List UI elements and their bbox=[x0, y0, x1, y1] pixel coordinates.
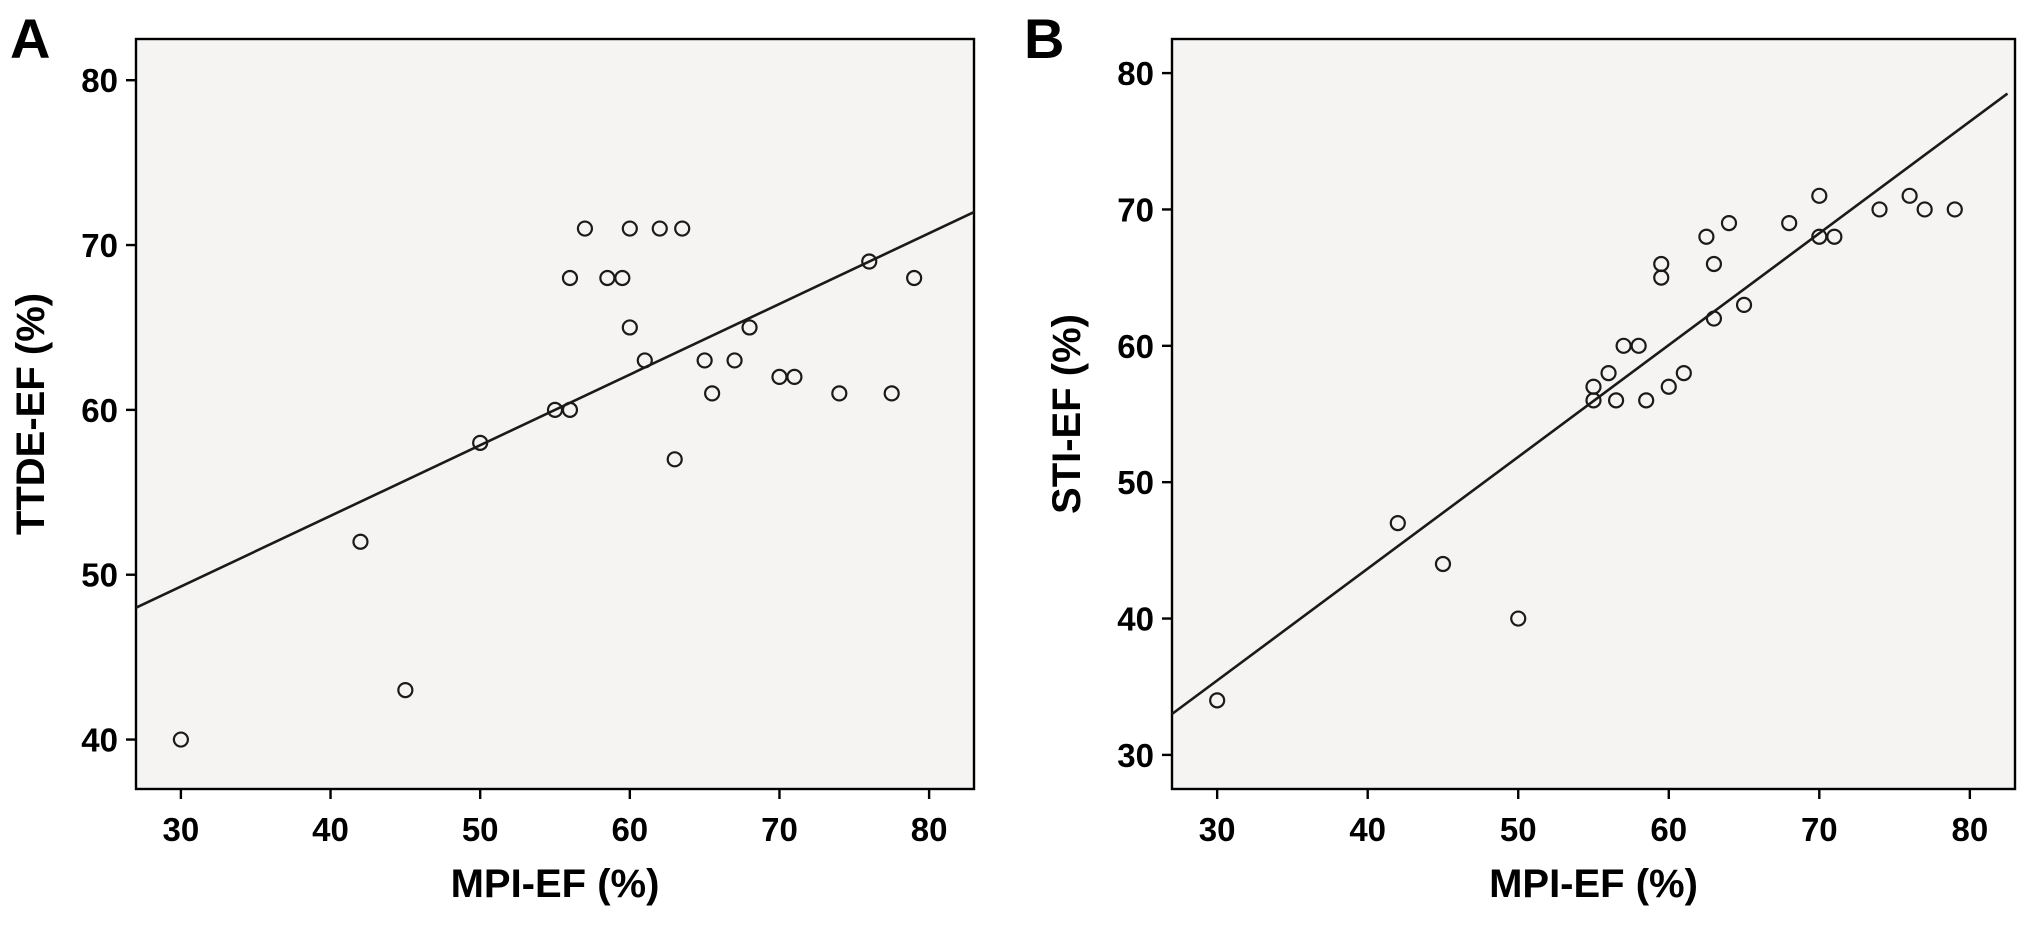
x-tick-label: 30 bbox=[163, 811, 200, 848]
data-point bbox=[1811, 187, 1828, 204]
x-tick-label: 70 bbox=[1801, 811, 1838, 848]
data-point bbox=[1510, 610, 1527, 627]
data-point bbox=[1675, 364, 1692, 382]
data-point bbox=[1781, 214, 1798, 232]
plot-area bbox=[1170, 37, 2017, 791]
x-tick-label: 80 bbox=[911, 811, 948, 848]
data-point bbox=[831, 385, 848, 402]
data-point bbox=[614, 269, 631, 287]
data-point bbox=[1600, 364, 1617, 382]
x-tick-label: 40 bbox=[1349, 811, 1386, 848]
data-point bbox=[1653, 255, 1670, 273]
data-point bbox=[1660, 378, 1677, 395]
data-point bbox=[1585, 378, 1602, 395]
x-axis-label: MPI-EF (%) bbox=[451, 862, 660, 906]
x-tick-label: 60 bbox=[611, 811, 648, 848]
x-tick-label: 50 bbox=[1500, 811, 1537, 848]
data-point bbox=[1946, 201, 1963, 218]
y-tick-label: 70 bbox=[1117, 191, 1154, 228]
data-point bbox=[726, 352, 743, 369]
data-point bbox=[674, 220, 691, 237]
data-point bbox=[621, 220, 638, 237]
data-point bbox=[1698, 228, 1715, 245]
data-point bbox=[561, 401, 579, 418]
y-tick-label: 50 bbox=[81, 557, 118, 594]
x-tick-label: 80 bbox=[1951, 811, 1988, 848]
data-point bbox=[1735, 296, 1753, 314]
y-axis-label: TTDE-EF (%) bbox=[9, 293, 53, 535]
data-point bbox=[397, 681, 414, 699]
data-point bbox=[1638, 392, 1655, 409]
x-axis-label: MPI-EF (%) bbox=[1489, 862, 1698, 906]
panel-a-chart: 30 40 50 60 70 80 40 50 60 70 80 MPI-EF (%) TTDE-EF … bbox=[9, 7, 976, 906]
data-point bbox=[1389, 514, 1406, 532]
data-point bbox=[906, 269, 923, 287]
data-point bbox=[883, 385, 900, 402]
data-point bbox=[561, 269, 579, 287]
x-tick-label: 50 bbox=[462, 811, 499, 848]
data-point bbox=[1607, 392, 1625, 409]
y-axis-label: STI-EF (%) bbox=[1045, 314, 1089, 514]
x-tick-label: 30 bbox=[1199, 811, 1236, 848]
data-point bbox=[651, 220, 668, 237]
data-point bbox=[1826, 228, 1843, 245]
panel-letter: A bbox=[10, 7, 50, 70]
data-point bbox=[786, 368, 803, 386]
data-point bbox=[1434, 555, 1452, 573]
y-tick-label: 50 bbox=[1117, 464, 1154, 501]
y-tick-label: 30 bbox=[1117, 737, 1154, 774]
plot-area bbox=[134, 37, 976, 791]
data-point bbox=[1705, 310, 1723, 327]
data-point bbox=[621, 319, 638, 336]
x-tick-label: 40 bbox=[312, 811, 349, 848]
data-point bbox=[636, 352, 653, 369]
data-point bbox=[696, 352, 713, 369]
data-point bbox=[1209, 692, 1226, 709]
data-point bbox=[352, 533, 369, 550]
y-tick-label: 80 bbox=[1117, 55, 1154, 92]
data-point bbox=[576, 220, 594, 237]
y-tick-label: 40 bbox=[81, 722, 118, 759]
data-point bbox=[1916, 201, 1933, 218]
data-point bbox=[666, 451, 683, 468]
data-point bbox=[1705, 255, 1723, 273]
data-point bbox=[704, 385, 721, 402]
regression-line bbox=[1171, 92, 2009, 716]
panel-letter: B bbox=[1024, 7, 1064, 70]
y-tick-label: 60 bbox=[81, 392, 118, 429]
data-point bbox=[1901, 187, 1918, 204]
data-point bbox=[172, 731, 189, 748]
panel-b-chart: 30 40 50 60 70 80 30 40 50 60 70 80 MPI-EF (%) STI-EF… bbox=[1024, 7, 2017, 906]
data-point bbox=[1630, 337, 1647, 354]
x-tick-label: 60 bbox=[1650, 811, 1687, 848]
data-point bbox=[861, 253, 878, 270]
x-tick-label: 70 bbox=[761, 811, 798, 848]
data-point bbox=[1871, 201, 1888, 218]
data-point bbox=[472, 434, 489, 451]
y-tick-label: 40 bbox=[1117, 601, 1154, 638]
y-tick-label: 60 bbox=[1117, 328, 1154, 365]
y-tick-label: 80 bbox=[81, 62, 118, 99]
regression-line bbox=[135, 210, 975, 609]
y-tick-label: 70 bbox=[81, 227, 118, 264]
data-point bbox=[741, 319, 758, 336]
data-point bbox=[1720, 214, 1738, 232]
